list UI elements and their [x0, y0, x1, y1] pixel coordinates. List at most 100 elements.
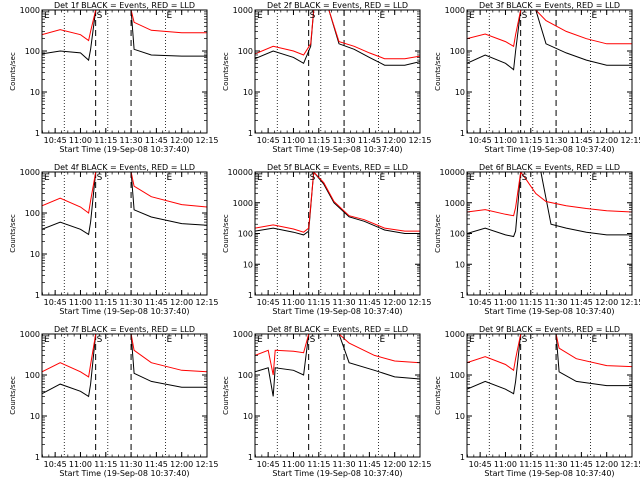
events-series-line — [467, 334, 632, 395]
panel-title: Det 4f BLACK = Events, RED = LLD — [54, 163, 195, 172]
x-tick-label: 10:45 — [469, 298, 492, 307]
event-marker-label: S — [310, 335, 316, 345]
x-tick-label: 12:00 — [595, 460, 618, 469]
x-tick-label: 11:00 — [282, 460, 305, 469]
x-tick-label: 11:45 — [358, 298, 381, 307]
x-tick-label: 11:15 — [307, 460, 330, 469]
y-tick-label: 100 — [450, 230, 465, 239]
x-tick-label: 11:45 — [570, 460, 593, 469]
event-marker-label: S — [310, 11, 316, 21]
x-tick-label: 10:45 — [469, 136, 492, 145]
y-axis-label: Counts/sec — [9, 214, 17, 253]
x-tick-label: 11:00 — [69, 460, 92, 469]
y-tick-label: 10 — [455, 412, 465, 421]
plot-frame — [41, 333, 208, 458]
x-tick-label: 12:00 — [595, 136, 618, 145]
x-tick-label: 12:15 — [195, 136, 218, 145]
panel-title: Det 1f BLACK = Events, RED = LLD — [54, 1, 195, 10]
y-tick-label: 100 — [238, 47, 253, 56]
x-tick-label: 11:15 — [519, 136, 542, 145]
y-tick-label: 1000 — [20, 168, 40, 177]
panel-title: Det 9f BLACK = Events, RED = LLD — [479, 325, 620, 334]
x-tick-label: 11:00 — [282, 136, 305, 145]
x-tick-label: 12:00 — [383, 298, 406, 307]
y-tick-label: 10 — [30, 250, 40, 259]
lld-series-line — [255, 334, 420, 376]
events-series-line — [42, 172, 207, 236]
y-tick-label: 1 — [460, 129, 465, 138]
y-tick-label: 100 — [25, 371, 40, 380]
event-marker-label: S — [97, 173, 103, 183]
event-marker-label: E — [591, 335, 597, 345]
x-tick-label: 10:45 — [257, 298, 280, 307]
x-tick-label: 11:30 — [545, 136, 568, 145]
x-tick-label: 10:45 — [469, 460, 492, 469]
x-tick-label: 11:30 — [120, 460, 143, 469]
events-series-line — [42, 334, 207, 398]
x-tick-label: 10:45 — [44, 298, 67, 307]
event-marker-label: S — [522, 335, 528, 345]
x-tick-label: 11:15 — [94, 298, 117, 307]
y-axis-label: Counts/sec — [9, 52, 17, 91]
lld-series-line — [42, 334, 207, 378]
event-marker-label: E — [469, 11, 475, 21]
y-tick-label: 10 — [30, 412, 40, 421]
x-axis-label: Start Time (19-Sep-08 10:37:40) — [484, 307, 614, 316]
event-marker-label: E — [591, 173, 597, 183]
x-tick-label: 12:00 — [595, 298, 618, 307]
x-tick-label: 12:15 — [620, 136, 640, 145]
x-tick-label: 11:15 — [307, 136, 330, 145]
event-marker-label: E — [469, 173, 475, 183]
x-tick-label: 12:00 — [383, 136, 406, 145]
y-axis-label: Counts/sec — [434, 214, 442, 253]
event-marker-label: E — [257, 173, 263, 183]
lld-series-line — [42, 172, 207, 214]
event-marker-label: E — [591, 11, 597, 21]
y-tick-label: 100 — [25, 47, 40, 56]
plot-frame — [466, 333, 633, 458]
y-tick-label: 1000 — [445, 6, 465, 15]
x-tick-label: 11:30 — [120, 136, 143, 145]
y-tick-label: 1000 — [233, 6, 253, 15]
x-tick-label: 11:45 — [570, 136, 593, 145]
x-tick-label: 11:00 — [69, 136, 92, 145]
x-tick-label: 11:30 — [333, 460, 356, 469]
x-tick-label: 11:00 — [69, 298, 92, 307]
plot-frame — [41, 171, 208, 296]
y-tick-label: 1 — [35, 291, 40, 300]
y-tick-label: 1 — [35, 453, 40, 462]
y-tick-label: 10000 — [440, 168, 465, 177]
x-tick-label: 11:30 — [545, 460, 568, 469]
panel-title: Det 6f BLACK = Events, RED = LLD — [479, 163, 620, 172]
x-tick-label: 11:00 — [494, 136, 517, 145]
x-tick-label: 11:00 — [282, 298, 305, 307]
x-tick-label: 12:00 — [170, 298, 193, 307]
y-tick-label: 10 — [243, 260, 253, 269]
events-series-line — [467, 172, 632, 238]
x-tick-label: 11:30 — [545, 298, 568, 307]
x-tick-label: 12:15 — [408, 136, 431, 145]
x-tick-label: 10:45 — [44, 136, 67, 145]
panel-title: Det 2f BLACK = Events, RED = LLD — [267, 1, 408, 10]
lld-series-line — [255, 10, 420, 60]
panel-title: Det 7f BLACK = Events, RED = LLD — [54, 325, 195, 334]
y-tick-label: 10 — [455, 88, 465, 97]
y-axis-label: Counts/sec — [434, 376, 442, 415]
lld-series-line — [255, 172, 420, 233]
events-series-line — [255, 10, 420, 66]
x-axis-label: Start Time (19-Sep-08 10:37:40) — [59, 145, 189, 154]
x-tick-label: 12:15 — [620, 298, 640, 307]
x-tick-label: 11:45 — [358, 136, 381, 145]
y-tick-label: 10 — [243, 412, 253, 421]
plot-frame — [466, 171, 633, 296]
event-marker-label: E — [44, 11, 50, 21]
plot-frame — [254, 9, 421, 134]
x-axis-label: Start Time (19-Sep-08 10:37:40) — [272, 469, 402, 478]
event-marker-label: E — [379, 335, 385, 345]
x-tick-label: 12:00 — [170, 460, 193, 469]
